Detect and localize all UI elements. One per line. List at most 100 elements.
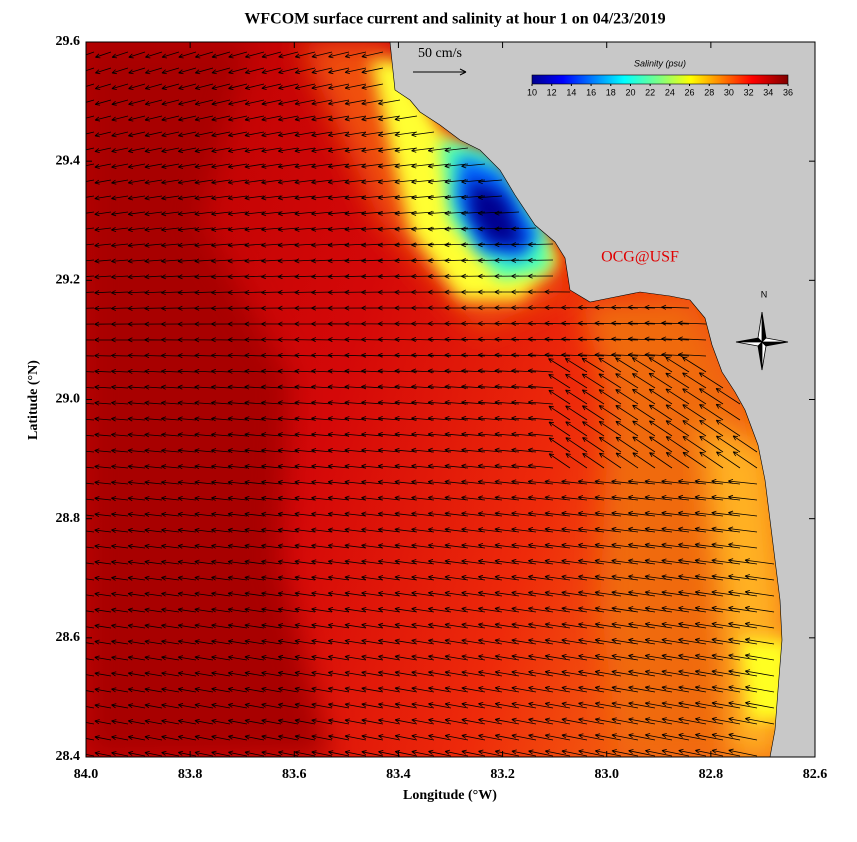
current-arrow (478, 717, 503, 725)
current-arrow (361, 131, 384, 138)
current-arrow (111, 591, 129, 597)
current-arrow (711, 605, 741, 613)
current-arrow (311, 638, 333, 645)
current-arrow (544, 638, 571, 645)
current-arrow (127, 147, 146, 154)
current-arrow (227, 384, 248, 390)
current-arrow (578, 685, 605, 693)
current-arrow (548, 421, 571, 437)
current-arrow (461, 210, 486, 216)
current-arrow (277, 368, 299, 374)
current-arrow (127, 623, 146, 629)
x-axis-label: Longitude (°W) (403, 788, 497, 803)
current-arrow (527, 368, 554, 374)
current-arrow (711, 574, 741, 581)
current-arrow (628, 590, 656, 597)
current-arrow (444, 336, 469, 342)
current-arrow (194, 639, 214, 645)
current-arrow (394, 195, 418, 201)
current-arrow (294, 638, 316, 645)
current-arrow (311, 384, 333, 390)
current-arrow (227, 163, 248, 169)
current-arrow (294, 750, 316, 757)
current-arrow (461, 543, 486, 549)
current-arrow (394, 463, 418, 469)
current-arrow (665, 436, 690, 453)
current-arrow (278, 734, 299, 741)
current-arrow (361, 479, 384, 485)
current-arrow (478, 606, 503, 613)
current-arrow (594, 305, 622, 311)
current-arrow (194, 368, 214, 374)
current-arrow (177, 480, 197, 486)
current-arrow (127, 464, 146, 470)
current-arrow (294, 226, 316, 232)
current-arrow (565, 373, 588, 389)
current-arrow (311, 211, 333, 217)
current-arrow (144, 258, 163, 264)
x-tick-label: 83.6 (282, 767, 307, 782)
current-arrow (227, 639, 248, 645)
current-arrow (177, 384, 197, 390)
current-arrow (711, 494, 741, 501)
current-arrow (344, 147, 367, 153)
current-arrow (427, 258, 452, 264)
current-arrow (211, 400, 231, 406)
current-arrow (361, 195, 384, 201)
current-arrow (561, 654, 588, 661)
current-arrow (394, 670, 418, 677)
current-arrow (177, 353, 197, 359)
current-arrow (528, 733, 554, 741)
current-arrow (177, 607, 197, 613)
current-arrow (728, 526, 758, 533)
current-arrow (644, 558, 673, 565)
current-arrow (611, 352, 639, 358)
current-arrow (144, 496, 163, 502)
current-arrow (177, 400, 197, 406)
current-arrow (578, 733, 605, 741)
current-arrow (594, 526, 622, 533)
current-arrow (477, 352, 503, 358)
current-arrow (161, 211, 180, 217)
current-arrow (161, 305, 180, 311)
current-arrow (227, 671, 248, 677)
current-arrow (661, 621, 690, 629)
current-arrow (695, 732, 724, 741)
current-arrow (411, 543, 435, 549)
current-arrow (678, 526, 707, 533)
current-arrow (261, 607, 282, 613)
current-arrow (277, 211, 299, 217)
current-arrow (661, 733, 690, 741)
current-arrow (361, 147, 384, 153)
current-arrow (728, 478, 758, 485)
current-arrow (127, 353, 146, 359)
scale-label: 50 cm/s (418, 46, 462, 61)
current-arrow (227, 289, 248, 295)
current-arrow (278, 131, 299, 138)
current-arrow (461, 606, 486, 613)
colorbar-tick-label: 28 (704, 87, 714, 97)
current-arrow (294, 527, 316, 533)
current-arrow (194, 353, 214, 359)
current-arrow (744, 574, 775, 581)
current-arrow (628, 495, 656, 501)
colorbar-tick-label: 20 (625, 87, 635, 97)
current-arrow (611, 701, 639, 709)
colorbar-tick-label: 32 (744, 87, 754, 97)
current-arrow (128, 115, 146, 122)
current-arrow (161, 464, 180, 470)
current-arrow (327, 416, 350, 422)
x-tick-label: 82.8 (699, 767, 724, 782)
current-arrow (277, 527, 299, 533)
current-arrow (715, 403, 741, 421)
current-arrow (544, 701, 571, 709)
current-arrow (328, 83, 350, 90)
current-arrow (494, 622, 520, 629)
current-arrow (598, 405, 622, 421)
current-arrow (261, 511, 282, 517)
current-arrow (311, 734, 333, 741)
current-arrow (311, 83, 333, 90)
current-arrow (294, 67, 316, 75)
current-arrow (428, 749, 452, 757)
colorbar-tick-label: 34 (763, 87, 773, 97)
